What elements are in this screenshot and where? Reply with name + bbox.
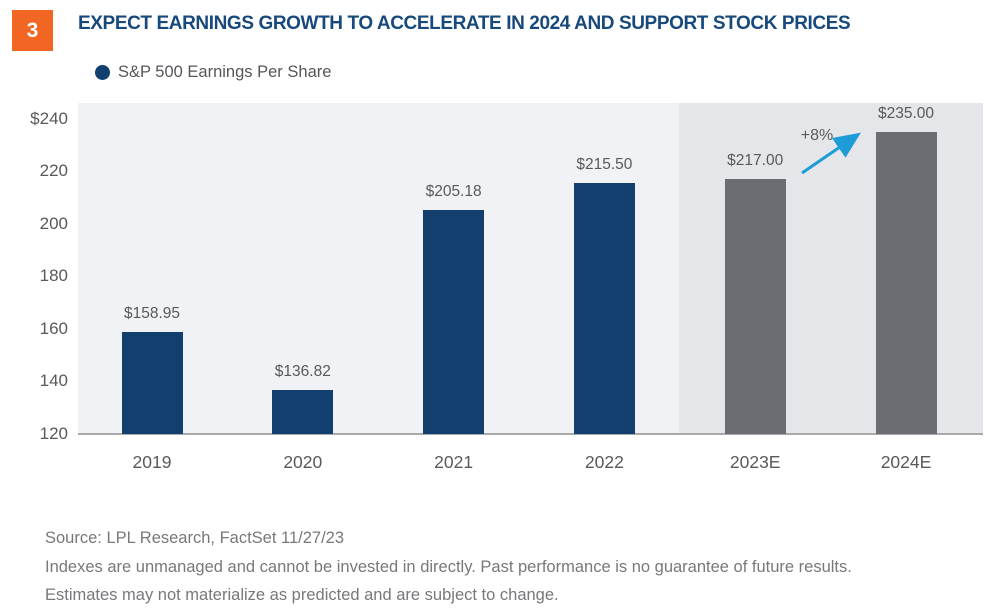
x-axis-label: 2024E bbox=[880, 452, 932, 472]
x-axis-label: 2023E bbox=[729, 452, 781, 472]
footer-disclaimer-2: Estimates may not materialize as predict… bbox=[45, 586, 559, 604]
y-tick-label: 220 bbox=[39, 161, 68, 181]
bar-value-label: $215.50 bbox=[576, 156, 633, 174]
y-tick-label: 140 bbox=[39, 371, 68, 391]
bar-value-label: $158.95 bbox=[123, 304, 181, 322]
y-tick-label: 120 bbox=[39, 424, 68, 443]
bar-2020 bbox=[272, 389, 334, 434]
y-tick-label: $240 bbox=[30, 108, 68, 128]
y-tick-label: 180 bbox=[39, 266, 68, 286]
bar-value-label: $205.18 bbox=[425, 183, 482, 201]
x-axis-label: 2019 bbox=[132, 452, 172, 472]
figure-number-badge: 3 bbox=[12, 10, 53, 51]
x-axis-label: 2021 bbox=[434, 452, 474, 472]
footer: Source: LPL Research, FactSet 11/27/23 I… bbox=[45, 524, 965, 610]
bar-2024e bbox=[875, 131, 937, 434]
bar-2021 bbox=[423, 210, 485, 434]
legend: S&P 500 Earnings Per Share bbox=[95, 63, 331, 82]
legend-label: S&P 500 Earnings Per Share bbox=[118, 63, 332, 81]
bar-value-label: $217.00 bbox=[727, 152, 784, 170]
bar-2022 bbox=[573, 183, 635, 434]
y-tick-label: 200 bbox=[39, 213, 68, 233]
bar-2019 bbox=[121, 331, 183, 434]
bar-value-label: $235.00 bbox=[877, 104, 935, 122]
legend-dot-icon bbox=[95, 65, 110, 80]
x-axis-label: 2020 bbox=[283, 452, 323, 472]
y-tick-label: 160 bbox=[39, 318, 68, 338]
bar-value-label: $136.82 bbox=[274, 362, 331, 380]
footer-source: Source: LPL Research, FactSet 11/27/23 bbox=[45, 529, 345, 547]
x-axis-label: 2022 bbox=[584, 452, 624, 472]
growth-arrow-icon bbox=[801, 132, 861, 175]
chart-title: EXPECT EARNINGS GROWTH TO ACCELERATE IN … bbox=[78, 13, 851, 34]
x-axis-line bbox=[78, 433, 983, 435]
plot-area: +8% $158.95 $136.82 $205.18 $215.50 $217.00 $… bbox=[78, 103, 983, 435]
footer-disclaimer-1: Indexes are unmanaged and cannot be inve… bbox=[45, 557, 852, 576]
bar-2023e bbox=[724, 179, 786, 434]
growth-annotation: +8% bbox=[800, 127, 834, 144]
